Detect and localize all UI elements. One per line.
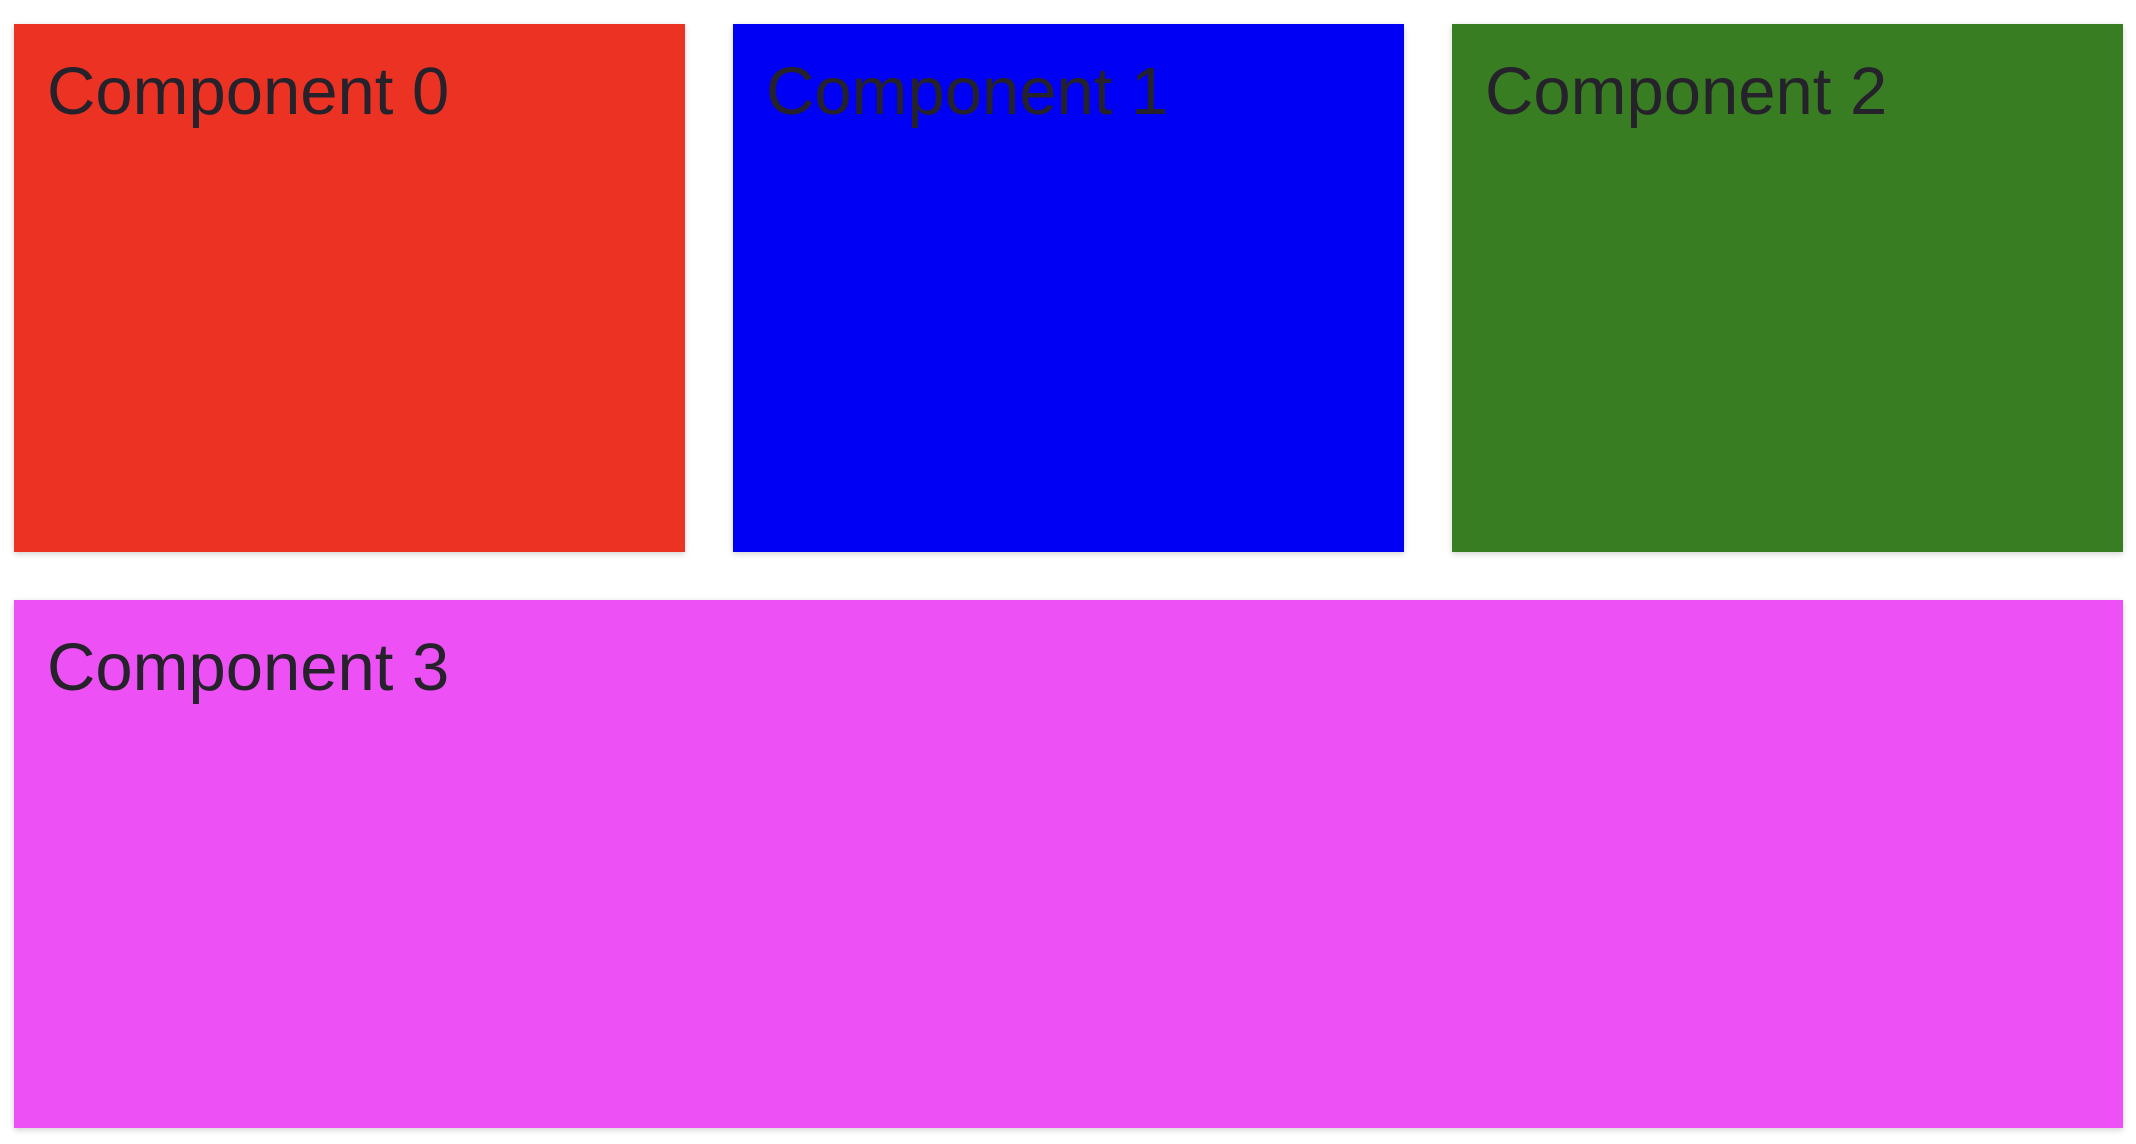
- component-title-3: Component 3: [47, 630, 450, 705]
- component-title-0: Component 0: [47, 54, 450, 129]
- component-title-1: Component 1: [766, 54, 1169, 129]
- component-panel-2: Component 2: [1452, 24, 2123, 552]
- component-panel-0: Component 0: [14, 24, 685, 552]
- component-panel-3: Component 3: [14, 600, 2123, 1128]
- component-panel-1: Component 1: [733, 24, 1404, 552]
- component-title-2: Component 2: [1485, 54, 1888, 129]
